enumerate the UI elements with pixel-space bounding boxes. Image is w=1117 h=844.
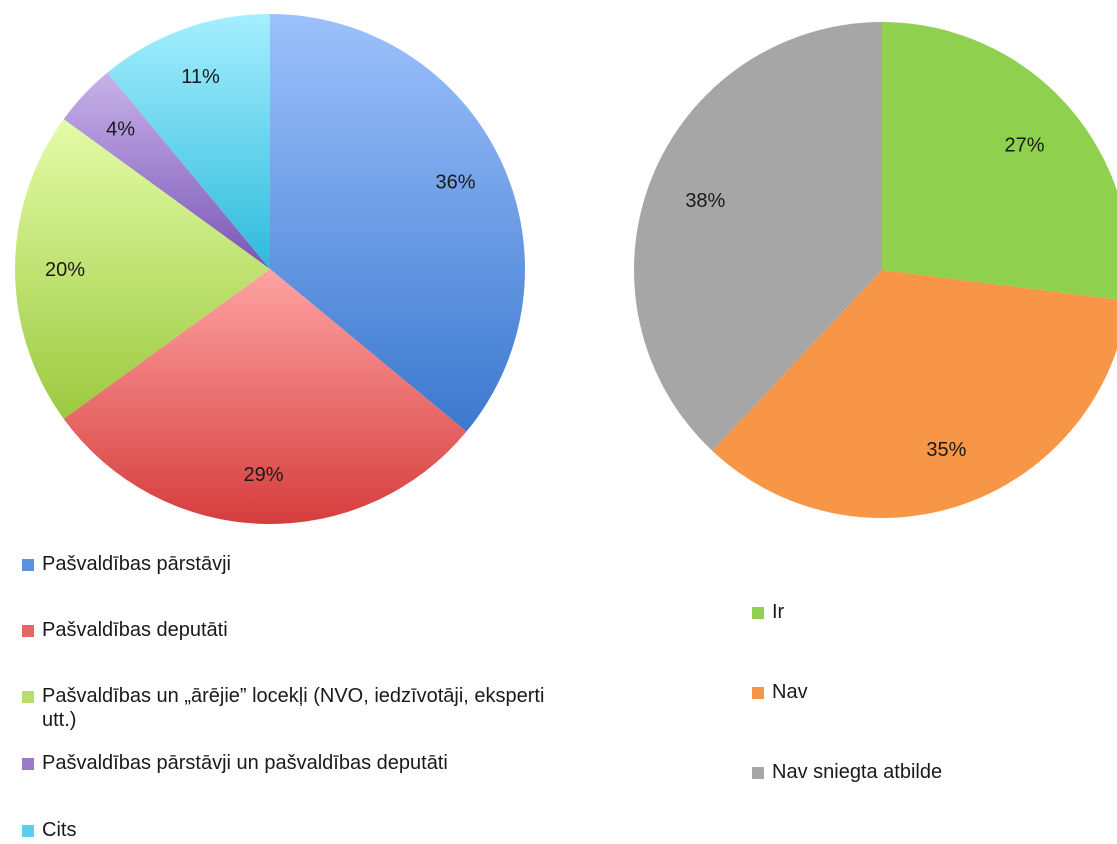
pie-slice	[14, 119, 271, 419]
legend-label: Pašvaldības deputāti	[42, 619, 228, 641]
slice-value-label: 20%	[45, 259, 85, 281]
legend-label: Pašvaldības pārstāvji	[42, 553, 231, 575]
legend-swatch	[22, 625, 34, 637]
pie-slice	[63, 72, 270, 269]
charts-canvas: 36% 29% 20% 4% 11% 27% 35% 38%	[14, 14, 1117, 525]
pie-slice	[712, 270, 1117, 518]
legend-label: Nav sniegta atbilde	[772, 761, 943, 783]
pie-chart-representation: 36% 29% 20% 4% 11%	[14, 14, 526, 525]
legend-swatch	[752, 687, 764, 699]
slice-value-label: 27%	[1005, 134, 1045, 156]
legend-label: Pašvaldības pārstāvji un pašvaldības dep…	[42, 752, 448, 774]
legend-swatch	[22, 559, 34, 571]
pie-slice	[270, 14, 526, 432]
slice-value-label: 35%	[926, 439, 966, 461]
legend-label: Cits	[42, 819, 77, 841]
pie-slice	[107, 14, 271, 269]
legend-label: Pašvaldības un „ārējie” locekļi (NVO, ie…	[42, 685, 545, 731]
legend-swatch	[752, 767, 764, 779]
slice-value-label: 4%	[106, 119, 135, 141]
legend-swatch	[22, 758, 34, 770]
legend-swatch	[22, 691, 34, 703]
slice-value-label: 29%	[244, 464, 284, 486]
pie-slice	[634, 22, 882, 451]
legend-label: Ir	[772, 601, 785, 623]
slice-value-label: 38%	[685, 190, 725, 212]
pie-chart-answers: 27% 35% 38%	[634, 22, 1117, 518]
legend-answers: Ir Nav Nav sniegta atbilde	[752, 600, 1112, 800]
pie-slice	[882, 22, 1117, 300]
legend-swatch	[22, 825, 34, 837]
slice-value-label: 11%	[181, 66, 220, 88]
slice-value-label: 36%	[435, 172, 475, 194]
legend-swatch	[752, 607, 764, 619]
legend-label: Nav	[772, 681, 808, 703]
legend-representation: Pašvaldības pārstāvji Pašvaldības deputāt…	[22, 552, 622, 842]
pie-slice	[63, 269, 467, 525]
